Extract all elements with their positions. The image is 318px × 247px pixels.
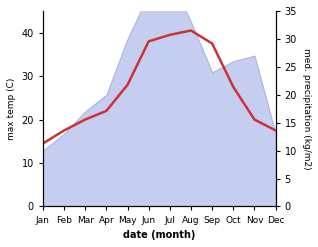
Y-axis label: med. precipitation (kg/m2): med. precipitation (kg/m2)	[302, 48, 311, 169]
X-axis label: date (month): date (month)	[123, 230, 196, 240]
Y-axis label: max temp (C): max temp (C)	[7, 78, 16, 140]
